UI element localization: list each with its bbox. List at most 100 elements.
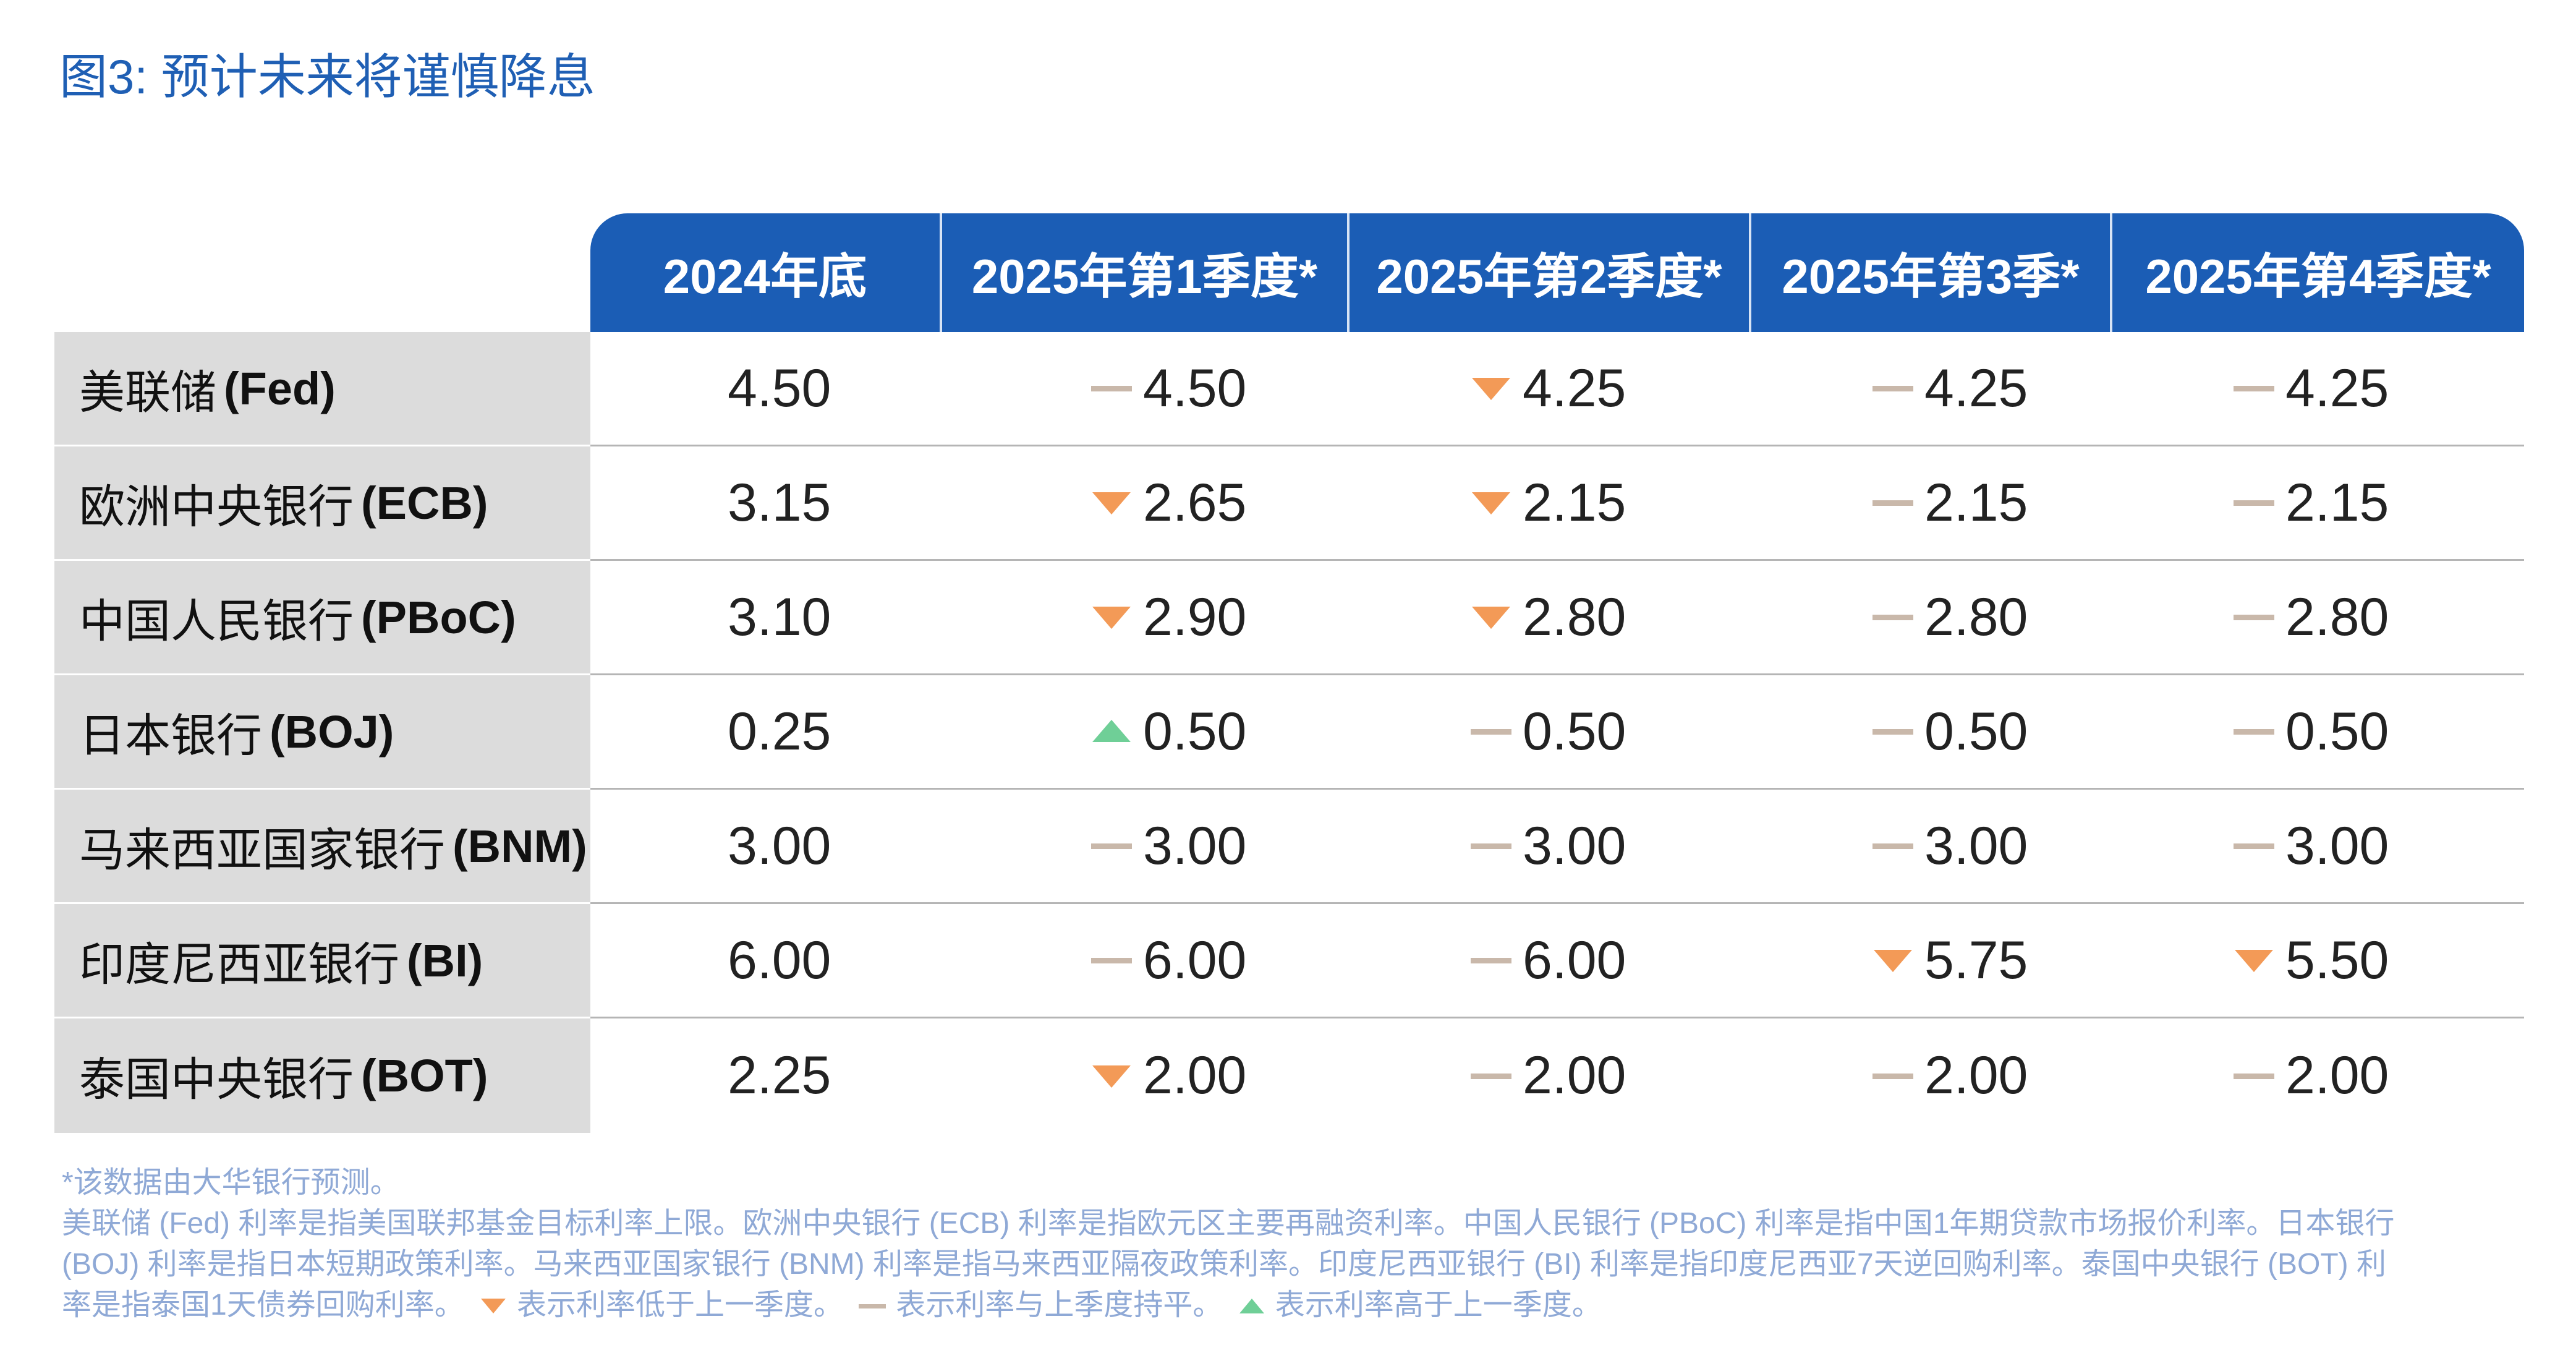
footnote-definitions-2: (BOJ) 利率是指日本短期政策利率。马来西亚国家银行 (BNM) 利率是指马来… [62,1248,2386,1281]
legend-flat-text: 表示利率与上季度持平。 [896,1289,1223,1321]
rate-value: 3.00 [1523,816,1626,876]
rate-value: 6.00 [728,930,831,990]
flat-dash-icon [1866,373,1919,404]
bank-code: (Fed) [224,362,336,414]
bank-code: (BNM) [453,820,587,872]
column-header-2025-q3: 2025年第3季* [1749,213,2110,332]
flat-dash-icon [2227,716,2281,747]
footnote-definitions-1: 美联储 (Fed) 利率是指美国联邦基金目标利率上限。欧洲中央银行 (ECB) … [62,1207,2395,1240]
rate-value: 6.00 [1143,930,1247,990]
flat-dash-icon [857,1286,887,1327]
rate-cell: 4.25 [2110,332,2524,445]
rate-cell: 0.50 [1347,675,1749,788]
column-header-2025-q2: 2025年第2季度* [1347,213,1749,332]
rate-cell: 2.15 [1347,446,1749,559]
rate-cell: 3.00 [940,790,1347,902]
down-triangle-icon [1464,487,1518,518]
bank-name: 美联储 [79,366,216,418]
up-triangle-icon [1237,1286,1267,1327]
footnote-forecast: *该数据由大华银行预测。 [62,1166,400,1199]
rate-cell: 4.50 [940,332,1347,445]
rate-value: 0.25 [728,701,831,761]
rate-table: 2024年底 2025年第1季度* 2025年第2季度* 2025年第3季* 2… [54,213,2524,1135]
legend-up-text: 表示利率高于上一季度。 [1275,1289,1602,1321]
table-row: 欧洲中央银行 (ECB) 3.15 2.65 2.15 2.15 2.15 [54,446,2524,561]
rate-value: 0.50 [2285,701,2389,761]
rate-value: 6.00 [1523,930,1626,990]
rate-cell: 2.65 [940,446,1347,559]
flat-dash-icon [2227,830,2281,861]
bank-code: (PBoC) [361,591,516,643]
flat-dash-icon [1866,602,1919,633]
rate-value: 2.00 [2285,1046,2389,1105]
column-header-2024-end: 2024年底 [663,249,867,304]
flat-dash-icon [1085,373,1138,404]
footnote-definitions-3: 率是指泰国1天债券回购利率。 [62,1289,464,1321]
rate-cell: 3.15 [590,446,940,559]
rate-cell: 4.25 [1347,332,1749,445]
rate-value: 2.15 [1924,472,2028,532]
rate-cell: 6.00 [1347,904,1749,1017]
rate-value: 3.00 [2285,816,2389,876]
flat-dash-icon [1464,945,1518,976]
rate-value: 2.90 [1143,587,1247,647]
header-spacer [54,213,590,332]
rate-cell: 6.00 [590,904,940,1017]
row-label: 欧洲中央银行 (ECB) [54,446,590,561]
row-label: 马来西亚国家银行 (BNM) [54,790,590,904]
flat-dash-icon [2227,487,2281,518]
down-triangle-icon [1464,373,1518,404]
flat-dash-icon [1866,487,1919,518]
table-row: 马来西亚国家银行 (BNM) 3.00 3.00 3.00 3.00 3.00 [54,790,2524,904]
down-triangle-icon [1464,602,1518,633]
rate-cell: 3.00 [1347,790,1749,902]
header-band: 2024年底 2025年第1季度* 2025年第2季度* 2025年第3季* 2… [590,213,2524,332]
down-triangle-icon [1085,487,1138,518]
row-label: 印度尼西亚银行 (BI) [54,904,590,1018]
bank-code: (BOT) [361,1050,488,1101]
rate-value: 4.25 [1523,358,1626,418]
row-label: 中国人民银行 (PBoC) [54,561,590,675]
bank-name: 欧洲中央银行 [79,480,354,532]
table-row: 日本银行 (BOJ) 0.25 0.50 0.50 0.50 0.50 [54,675,2524,790]
flat-dash-icon [1866,830,1919,861]
rate-cell: 2.90 [940,561,1347,673]
rate-value: 4.50 [1143,358,1247,418]
rate-value: 4.25 [1924,358,2028,418]
down-triangle-icon [478,1286,508,1327]
table-row: 中国人民银行 (PBoC) 3.10 2.90 2.80 2.80 2.80 [54,561,2524,675]
flat-dash-icon [2227,1061,2281,1091]
legend-down-text: 表示利率低于上一季度。 [517,1289,844,1321]
down-triangle-icon [2227,945,2281,976]
rate-value: 2.65 [1143,472,1247,532]
rate-value: 2.80 [1523,587,1626,647]
rate-value: 2.15 [2285,472,2389,532]
footnotes: *该数据由大华银行预测。 美联储 (Fed) 利率是指美国联邦基金目标利率上限。… [62,1163,2460,1327]
flat-dash-icon [2227,373,2281,404]
row-label: 泰国中央银行 (BOT) [54,1018,590,1135]
flat-dash-icon [1085,945,1138,976]
rate-cell: 2.15 [1749,446,2110,559]
down-triangle-icon [1085,602,1138,633]
column-header-2025-q4: 2025年第4季度* [2110,213,2524,332]
bank-code: (BI) [407,934,483,986]
rate-value: 3.15 [728,472,831,532]
bank-name: 日本银行 [79,709,262,761]
row-label: 美联储 (Fed) [54,332,590,446]
rate-cell: 2.80 [1347,561,1749,673]
down-triangle-icon [1866,945,1919,976]
rate-value: 2.00 [1523,1046,1626,1105]
bank-name: 中国人民银行 [79,595,354,647]
table-body: 美联储 (Fed) 4.50 4.50 4.25 4.25 4.25 欧洲中央银行 (ECB) 3… [54,332,2524,1135]
rate-value: 2.80 [2285,587,2389,647]
column-header-2025-q1: 2025年第1季度* [940,213,1347,332]
bank-name: 印度尼西亚银行 [79,938,399,990]
flat-dash-icon [1464,716,1518,747]
flat-dash-icon [2227,602,2281,633]
rate-cell: 0.25 [590,675,940,788]
rate-value: 4.25 [2285,358,2389,418]
rate-cell: 3.00 [2110,790,2524,902]
rate-value: 0.50 [1143,701,1247,761]
flat-dash-icon [1464,830,1518,861]
rate-value: 5.50 [2285,930,2389,990]
